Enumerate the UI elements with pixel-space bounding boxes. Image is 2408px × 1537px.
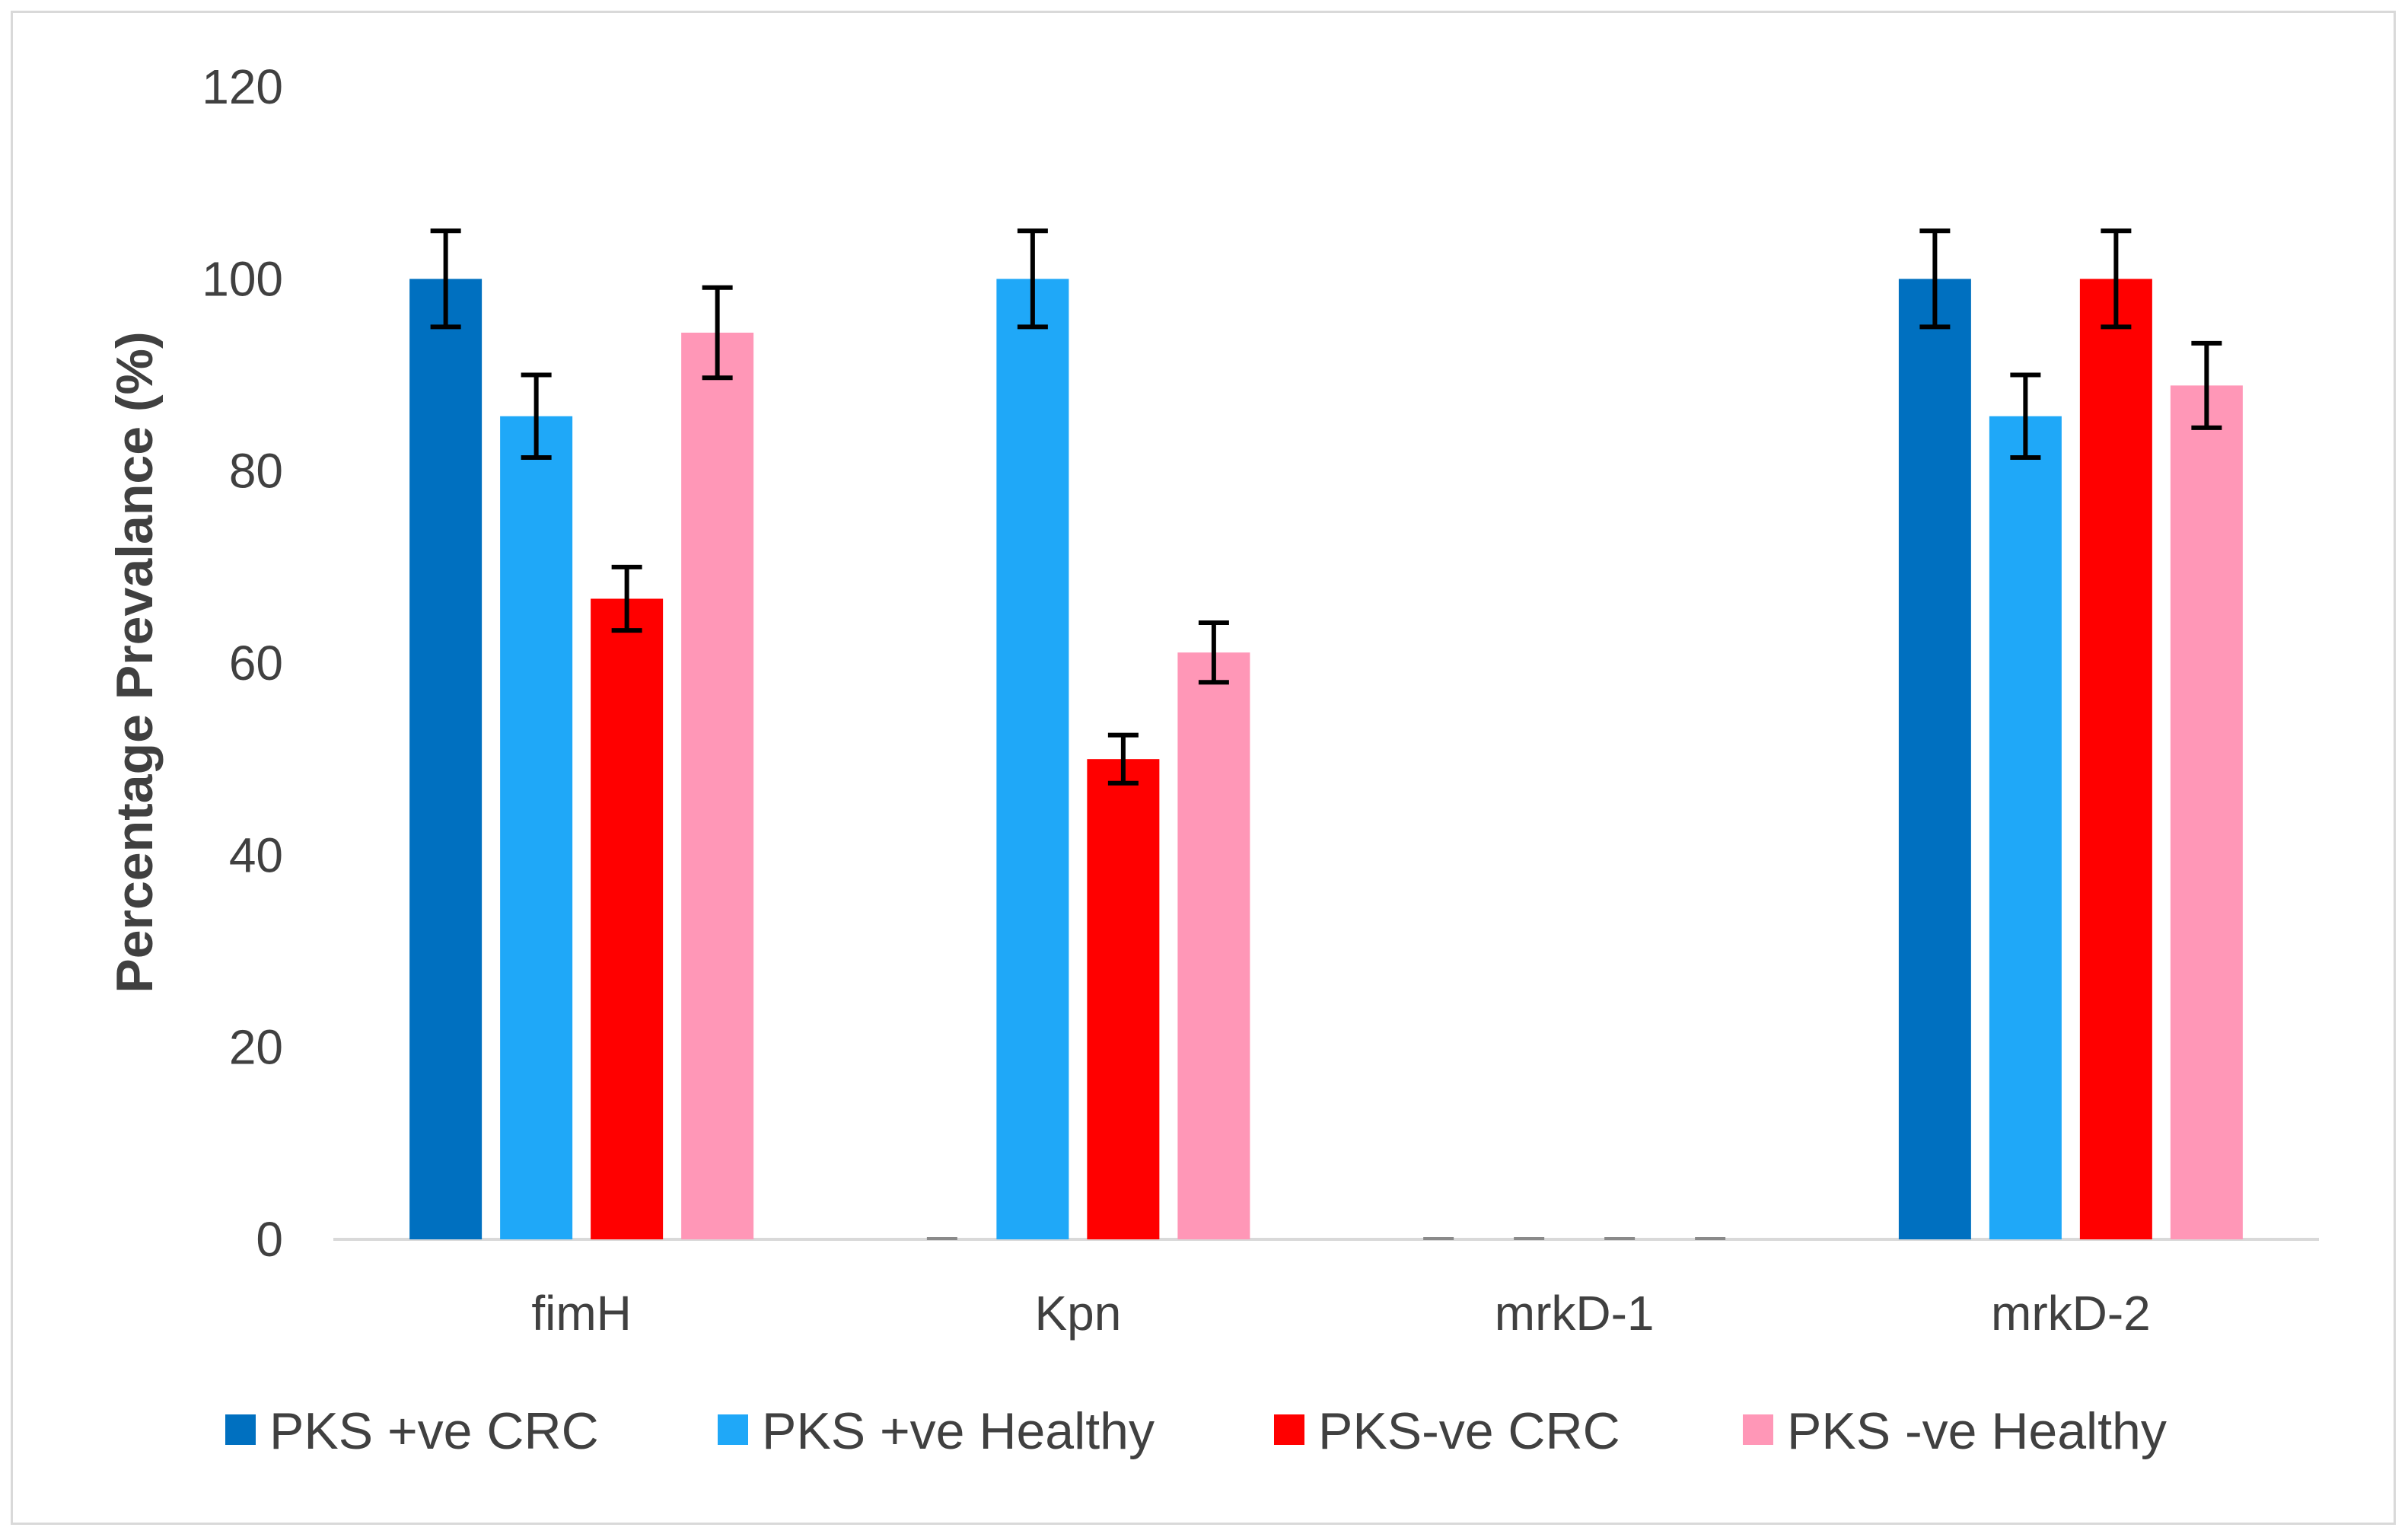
legend-label-1: PKS +ve CRC [269,1402,599,1460]
y-axis-ticks: 0 20 40 60 80 100 120 [202,59,283,1267]
y-axis-title: Percentage Prevalance (%) [106,331,164,993]
y-tick-label: 20 [229,1020,283,1075]
legend: PKS +ve CRC PKS +ve Healthy PKS-ve CRC PKS … [225,1402,2167,1460]
bar-kpn-series-3 [1087,759,1160,1239]
legend-swatch-4 [1743,1414,1773,1445]
legend-label-3: PKS-ve CRC [1318,1402,1620,1460]
x-tick-label: mrkD-1 [1495,1286,1655,1341]
legend-label-2: PKS +ve Healthy [762,1402,1155,1460]
bar-fimh-series-3 [591,598,664,1239]
legend-label-4: PKS -ve Healthy [1787,1402,2167,1460]
bar-fimh-series-1 [409,279,483,1239]
x-axis-ticks: fimH Kpn mrkD-1 mrkD-2 [531,1286,2150,1341]
bar-fimh-series-4 [681,332,754,1239]
bar-kpn-series-4 [1177,652,1250,1239]
legend-swatch-3 [1274,1414,1304,1445]
bar-mrkd-2-series-2 [1989,416,2062,1239]
bar-kpn-series-2 [996,279,1069,1239]
x-tick-label: mrkD-2 [1991,1286,2151,1341]
legend-swatch-1 [225,1414,256,1445]
bar-mrkd-2-series-3 [2079,279,2152,1239]
x-tick-label: Kpn [1034,1286,1121,1341]
error-bars-group [430,228,2222,1240]
y-tick-label: 100 [202,251,283,306]
bar-fimh-series-2 [500,416,573,1239]
x-tick-label: fimH [531,1286,632,1341]
y-tick-label: 40 [229,827,283,882]
y-tick-label: 60 [229,636,283,690]
y-tick-label: 0 [256,1212,283,1267]
bars-group [409,279,2243,1240]
y-tick-label: 80 [229,444,283,499]
bar-mrkd-2-series-4 [2170,385,2243,1240]
bar-mrkd-2-series-1 [1898,279,1971,1239]
y-tick-label: 120 [202,59,283,114]
legend-swatch-2 [718,1414,748,1445]
